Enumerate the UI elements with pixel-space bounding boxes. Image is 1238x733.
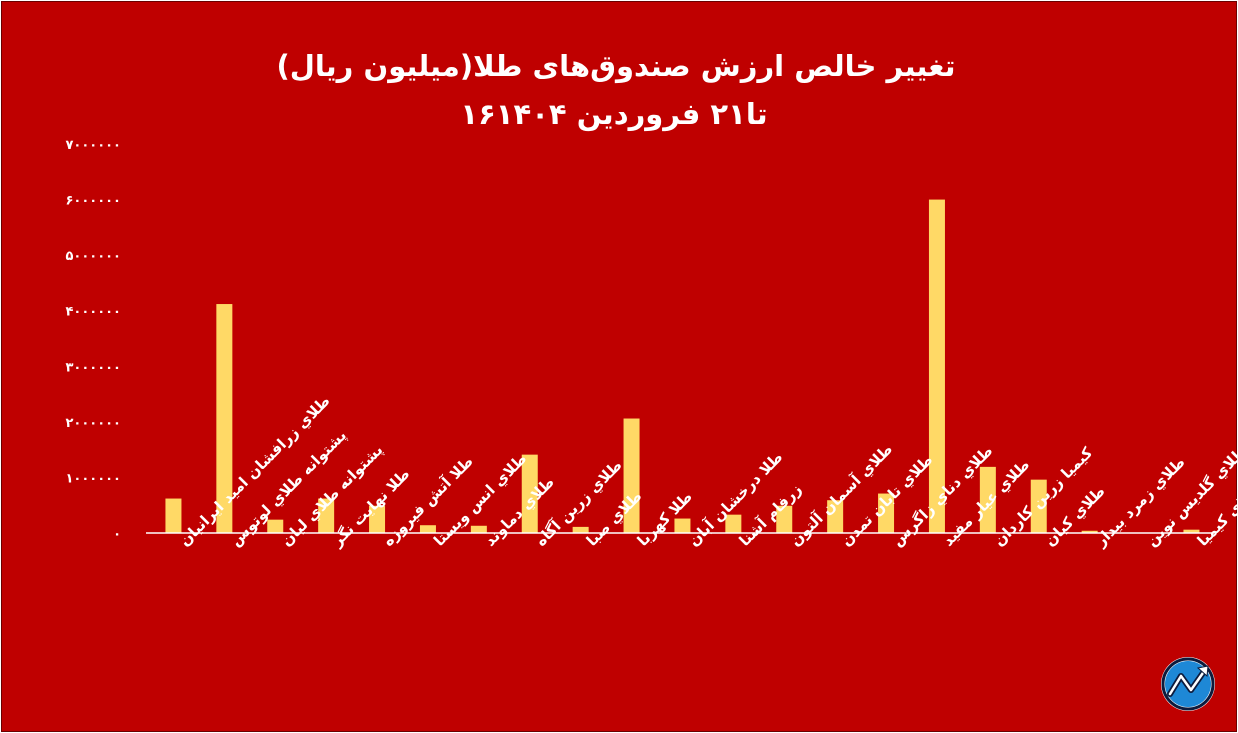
chart-subtitle: ۱۶تا۲۱ فروردین ۱۴۰۴: [460, 97, 767, 131]
x-tick-label: طلاي زمرد بیدار: [1091, 453, 1189, 551]
x-tick-label: طلاي انس ویستا: [430, 450, 531, 551]
bar: [776, 505, 793, 533]
y-tick-label: ۳۰۰۰۰۰۰: [65, 360, 121, 375]
bar: [827, 500, 844, 533]
bars: [165, 199, 1200, 534]
bar: [725, 514, 742, 533]
bar: [267, 519, 284, 533]
x-tick-label: طلاي تابان تمدن: [837, 451, 937, 551]
bar: [1183, 529, 1200, 533]
bar: [369, 505, 386, 533]
y-tick-label: ۵۰۰۰۰۰۰: [65, 249, 121, 264]
chart-title: تغییر خالص ارزش صندوق‌های طلا(میلیون ریا…: [276, 49, 955, 83]
bar: [1081, 530, 1098, 533]
bar: [318, 498, 335, 533]
y-tick-label: ۷۰۰۰۰۰۰: [65, 138, 121, 153]
y-tick-label: ۴۰۰۰۰۰۰: [65, 305, 121, 320]
bar: [572, 526, 589, 533]
x-tick-label: طلا درخشان آبان: [685, 448, 787, 550]
bar: [165, 498, 182, 533]
rising-trend-logo-icon: [1161, 657, 1215, 711]
y-tick-label: ۲۰۰۰۰۰۰: [65, 416, 121, 431]
y-tick-label: ۱۰۰۰۰۰۰: [65, 471, 121, 486]
bar: [674, 518, 691, 533]
x-tick-label: طلا آتش فیروزه: [379, 452, 477, 550]
bar: [419, 525, 436, 533]
bar: [928, 199, 945, 534]
bar: [216, 304, 233, 533]
y-tick-label: ۰: [113, 527, 121, 542]
bar: [521, 454, 538, 533]
bar: [1030, 479, 1047, 533]
bar: [470, 525, 487, 533]
bar: [878, 493, 895, 533]
y-tick-label: ۶۰۰۰۰۰۰: [65, 194, 121, 209]
bar: [979, 466, 996, 533]
x-tick-label: طلاي زرین آگاه: [532, 456, 626, 550]
y-axis-ticks: ۰ ۱۰۰۰۰۰۰ ۲۰۰۰۰۰۰ ۳۰۰۰۰۰۰ ۴۰۰۰۰۰۰ ۵۰۰۰۰۰۰ ۶۰۰۰…: [65, 138, 121, 542]
bar: [623, 418, 640, 533]
